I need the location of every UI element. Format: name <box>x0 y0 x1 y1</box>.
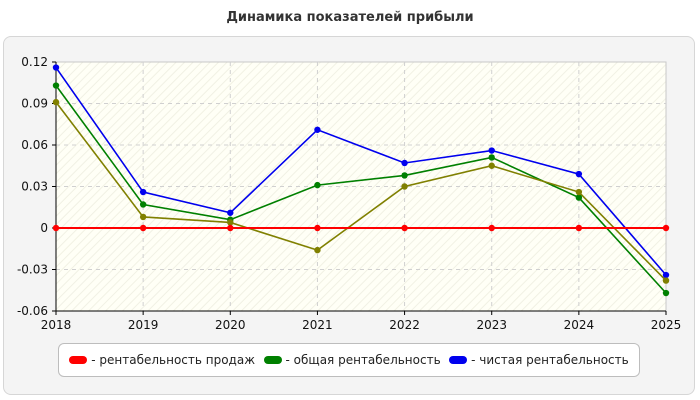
y-tick-label: 0.06 <box>21 138 48 152</box>
data-point[interactable] <box>314 246 321 254</box>
data-point[interactable] <box>662 224 670 232</box>
series-lines <box>55 67 667 294</box>
data-point[interactable] <box>139 188 147 196</box>
data-point[interactable] <box>488 154 495 161</box>
series-line-1 <box>55 85 667 294</box>
legend-label: - чистая рентабельность <box>471 353 629 367</box>
data-point[interactable] <box>401 183 408 190</box>
series-line-3 <box>55 101 667 282</box>
x-tick-label: 2020 <box>215 318 246 332</box>
x-tick-label: 2025 <box>651 318 682 332</box>
y-tick-labels: 0.12 0.09 0.06 0.03 0 -0.03 -0.06 <box>17 55 56 318</box>
data-point[interactable] <box>227 224 234 232</box>
x-tick-label: 2023 <box>476 318 507 332</box>
data-point[interactable] <box>227 219 234 226</box>
legend-item-sales-profitability[interactable]: - рентабельность продаж <box>69 353 255 367</box>
data-point[interactable] <box>52 98 60 106</box>
series-line-2 <box>55 67 667 276</box>
data-point[interactable] <box>662 271 670 279</box>
data-point[interactable] <box>401 159 408 167</box>
y-tick-label: 0.03 <box>21 180 48 194</box>
data-point[interactable] <box>139 201 147 208</box>
legend-label: - общая рентабельность <box>285 353 441 367</box>
legend-swatch-green <box>263 356 282 364</box>
data-point[interactable] <box>227 209 234 216</box>
data-point[interactable] <box>575 188 583 196</box>
data-point[interactable] <box>575 194 583 201</box>
data-point[interactable] <box>401 224 408 232</box>
data-point[interactable] <box>662 277 670 284</box>
data-point[interactable] <box>575 170 583 178</box>
data-point[interactable] <box>139 213 147 221</box>
x-tick-labels: 2018 2019 2020 2021 2022 2023 2024 2025 <box>41 311 682 332</box>
data-point[interactable] <box>139 224 147 232</box>
data-point[interactable] <box>575 224 583 232</box>
data-point[interactable] <box>488 162 495 169</box>
y-tick-label: -0.06 <box>17 304 48 318</box>
y-tick-label: -0.03 <box>17 263 48 277</box>
y-tick-label: 0.12 <box>21 55 48 69</box>
data-point[interactable] <box>52 64 60 71</box>
x-tick-label: 2018 <box>41 318 72 332</box>
data-point[interactable] <box>314 224 321 232</box>
data-point[interactable] <box>314 126 321 133</box>
x-tick-label: 2022 <box>389 318 420 332</box>
data-point[interactable] <box>52 82 60 89</box>
data-point[interactable] <box>401 172 408 179</box>
data-point[interactable] <box>314 181 321 189</box>
series-markers <box>52 64 670 297</box>
data-point[interactable] <box>488 147 495 154</box>
legend-swatch-blue <box>449 356 468 364</box>
data-point[interactable] <box>488 224 495 232</box>
y-tick-label: 0 <box>40 221 48 235</box>
x-tick-label: 2021 <box>302 318 333 332</box>
legend-swatch-red <box>69 356 88 364</box>
chart-legend: - рентабельность продаж - общая рентабел… <box>58 343 640 377</box>
data-point[interactable] <box>52 224 60 232</box>
y-tick-label: 0.09 <box>21 97 48 111</box>
chart-title: Динамика показателей прибыли <box>226 10 474 25</box>
legend-item-net-profitability[interactable]: - чистая рентабельность <box>449 353 629 367</box>
x-tick-label: 2024 <box>564 318 595 332</box>
legend-label: - рентабельность продаж <box>91 353 256 367</box>
data-point[interactable] <box>662 289 670 297</box>
legend-item-total-profitability[interactable]: - общая рентабельность <box>263 353 441 367</box>
x-tick-label: 2019 <box>128 318 159 332</box>
